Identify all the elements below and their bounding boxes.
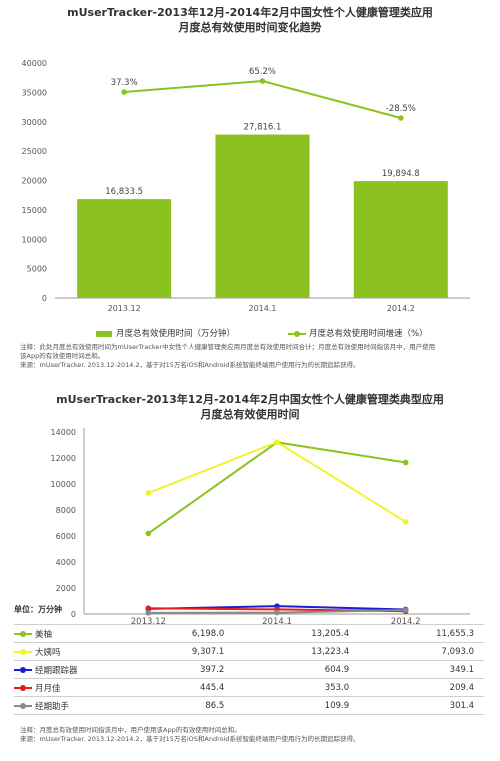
- chart1-legend-bar: 月度总有效使用时间（万分钟）: [96, 327, 235, 339]
- series-name-cell: 月月佳: [14, 678, 110, 697]
- series-point: [402, 518, 409, 525]
- chart1-note: 注释：此处月度总有效使用时间为mUserTracker中女性个人健康管理类应用月…: [20, 343, 490, 370]
- series-name-cell: 经期助手: [14, 696, 110, 715]
- series-name: 美柚: [35, 629, 53, 640]
- x-tick-label: 2013.12: [108, 304, 141, 313]
- series-point: [402, 607, 409, 613]
- table-cell: 13,205.4: [234, 624, 360, 643]
- y-tick-label: 5000: [27, 265, 47, 274]
- bar: [215, 134, 310, 298]
- series-point: [145, 490, 152, 496]
- series-point: [145, 530, 152, 537]
- table-cell: 13,223.4: [234, 642, 360, 661]
- table-cell: 301.4: [359, 696, 484, 715]
- series-name-cell: 美柚: [14, 624, 110, 643]
- table-cell: 445.4: [109, 678, 235, 697]
- chart2-note-line: 注释：月度总有效使用时间指该月中，用户使用该App的有效使用时间总和。: [20, 726, 241, 734]
- table-cell: 604.9: [234, 660, 360, 679]
- series-swatch: [14, 630, 32, 638]
- series-point: [402, 459, 409, 466]
- chart1-legend-line: 月度总有效使用时间增速（%）: [288, 327, 428, 339]
- series-swatch: [14, 702, 32, 710]
- y-tick-label: 10000: [22, 235, 47, 244]
- series-swatch: [14, 648, 32, 656]
- x-tick-label: 2014.1: [249, 304, 277, 313]
- table-row: 美柚 6,198.0 13,205.4 11,655.3: [14, 624, 484, 643]
- y-tick-label: 4000: [56, 558, 76, 567]
- growth-data-label: -28.5%: [386, 104, 416, 114]
- bar-data-label: 27,816.1: [244, 123, 282, 133]
- table-row: 大姨吗 9,307.1 13,223.4 7,093.0: [14, 642, 484, 661]
- table-row: 经期助手 86.5 109.9 301.4: [14, 696, 484, 715]
- series-name-cell: 大姨吗: [14, 642, 110, 661]
- y-tick-label: 35000: [22, 88, 47, 97]
- table-cell: 209.4: [359, 678, 484, 697]
- table-cell: 6,198.0: [109, 624, 235, 643]
- chart2-title-line2: 月度总有效使用时间: [200, 408, 300, 421]
- series-point: [145, 605, 152, 612]
- x-tick-label: 2014.2: [387, 304, 415, 313]
- y-tick-label: 12000: [51, 454, 76, 463]
- legend-line-label: 月度总有效使用时间增速（%）: [309, 329, 428, 339]
- series-name-cell: 经期跟踪器: [14, 660, 110, 679]
- chart1-source: 来源：mUserTracker. 2013.12-2014.2，基于对15万名i…: [20, 361, 360, 369]
- table-cell: 349.1: [359, 660, 484, 679]
- y-tick-label: 40000: [22, 59, 47, 68]
- chart2-note: 注释：月度总有效使用时间指该月中，用户使用该App的有效使用时间总和。 来源：m…: [20, 726, 490, 744]
- table-cell: 86.5: [109, 696, 235, 715]
- y-tick-label: 15000: [22, 206, 47, 215]
- series-swatch: [14, 684, 32, 692]
- chart2-source: 来源：mUserTracker. 2013.12-2014.2，基于对15万名i…: [20, 735, 360, 743]
- chart2-plot: 02000400060008000100001200014000单位：万分钟20…: [14, 428, 470, 627]
- y-tick-label: 6000: [56, 532, 76, 541]
- chart2-title-line1: mUserTracker-2013年12月-2014年2月中国女性个人健康管理类…: [56, 393, 444, 406]
- chart1-title-line1: mUserTracker-2013年12月-2014年2月中国女性个人健康管理类…: [67, 6, 433, 19]
- table-cell: 397.2: [109, 660, 235, 679]
- series-name: 大姨吗: [35, 647, 61, 658]
- table-cell: 11,655.3: [359, 624, 484, 643]
- table-cell: 9,307.1: [109, 642, 235, 661]
- unit-label: 单位：万分钟: [14, 604, 62, 614]
- legend-bar-label: 月度总有效使用时间（万分钟）: [116, 329, 236, 339]
- table-cell: 7,093.0: [359, 642, 484, 661]
- table-row: 经期跟踪器 397.2 604.9 349.1: [14, 660, 484, 679]
- y-tick-label: 20000: [22, 177, 47, 186]
- series-line: [147, 441, 406, 535]
- chart1-note-line2: 该App的有效使用时间总和。: [20, 352, 105, 360]
- growth-data-label: 37.3%: [111, 78, 138, 88]
- table-row: 月月佳 445.4 353.0 209.4: [14, 678, 484, 697]
- chart2-data-table: 美柚 6,198.0 13,205.4 11,655.3 大姨吗 9,307.1 13,22…: [14, 612, 484, 715]
- growth-point: [398, 115, 404, 121]
- y-tick-label: 0: [42, 294, 47, 303]
- bar: [77, 199, 172, 298]
- legend-bar-swatch: [96, 330, 112, 337]
- y-tick-label: 14000: [51, 428, 76, 437]
- y-tick-label: 2000: [56, 584, 76, 593]
- chart1-title-line2: 月度总有效使用时间变化趋势: [178, 21, 322, 34]
- bar: [353, 181, 448, 298]
- growth-data-label: 65.2%: [249, 67, 276, 77]
- y-tick-label: 10000: [51, 480, 76, 489]
- y-tick-label: 8000: [56, 506, 76, 515]
- y-tick-label: 30000: [22, 118, 47, 127]
- chart1-note-line1: 注释：此处月度总有效使用时间为mUserTracker中女性个人健康管理类应用月…: [20, 343, 436, 351]
- growth-point: [259, 78, 266, 84]
- series-point: [274, 439, 280, 445]
- legend-line-swatch: [288, 330, 306, 338]
- chart1-plot: 0 5000 10000 15000 20000 25000 30000 35000 40000…: [22, 59, 470, 313]
- series-line: [147, 440, 407, 523]
- series-swatch: [14, 666, 32, 674]
- bar-data-label: 19,894.8: [382, 169, 420, 179]
- table-cell: 109.9: [234, 696, 360, 715]
- table-header-row: [14, 612, 484, 625]
- series-name: 月月佳: [35, 683, 61, 694]
- bar-data-label: 16,833.5: [105, 187, 143, 197]
- table-cell: 353.0: [234, 678, 360, 697]
- series-name: 经期助手: [35, 701, 70, 712]
- series-name: 经期跟踪器: [35, 665, 78, 676]
- y-tick-label: 25000: [22, 147, 47, 156]
- growth-point: [121, 89, 127, 95]
